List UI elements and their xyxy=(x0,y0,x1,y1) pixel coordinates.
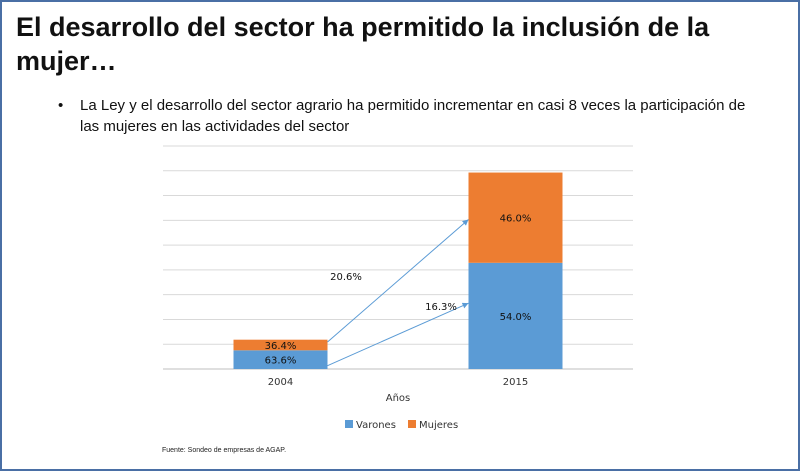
bullet-text: La Ley y el desarrollo del sector agrari… xyxy=(80,97,746,135)
legend-label-mujeres: Mujeres xyxy=(419,420,458,431)
growth-arrow-mujeres xyxy=(327,219,469,343)
growth-label-mujeres: 20.6% xyxy=(330,272,362,283)
bar-varones-2015 xyxy=(468,262,563,369)
legend-swatch-varones xyxy=(345,420,353,428)
legend-swatch-mujeres xyxy=(408,420,416,428)
x-axis-title: Años xyxy=(386,393,411,404)
legend-label-varones: Varones xyxy=(356,420,396,431)
x-tick-label-2015: 2015 xyxy=(503,377,528,388)
bar-mujeres-2015 xyxy=(468,172,563,263)
slide-title: El desarrollo del sector ha permitido la… xyxy=(16,12,710,76)
bullet-point: • La Ley y el desarrollo del sector agra… xyxy=(58,95,758,137)
bullet-dot-icon: • xyxy=(58,97,64,114)
data-label-mujeres-2015: 46.0% xyxy=(500,214,532,225)
growth-label-varones: 16.3% xyxy=(425,302,457,313)
data-label-varones-2004: 63.6% xyxy=(265,356,297,367)
data-label-varones-2015: 54.0% xyxy=(500,312,532,323)
bar-mujeres-2004 xyxy=(233,339,328,351)
growth-arrow-varones xyxy=(327,302,469,367)
source-note: Fuente: Sondeo de empresas de AGAP. xyxy=(162,447,287,454)
data-label-mujeres-2004: 36.4% xyxy=(265,341,297,352)
x-tick-label-2004: 2004 xyxy=(268,377,293,388)
bar-varones-2004 xyxy=(233,350,328,369)
